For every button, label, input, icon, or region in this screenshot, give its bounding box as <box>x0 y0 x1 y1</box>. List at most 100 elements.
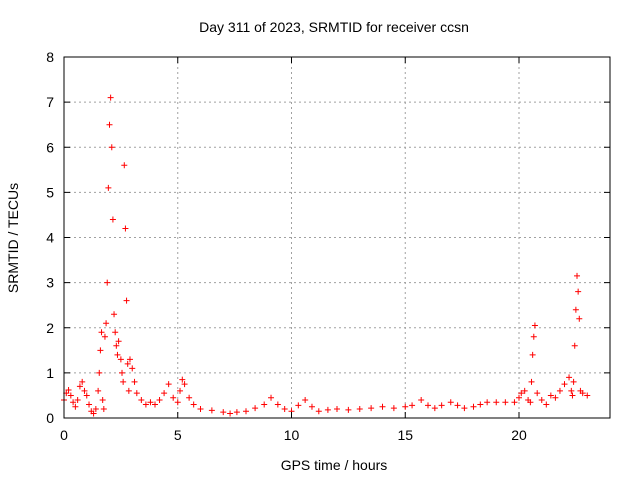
data-point <box>534 390 541 397</box>
data-point <box>96 369 103 376</box>
data-point <box>243 408 249 415</box>
data-point <box>133 390 140 397</box>
data-point <box>418 396 425 403</box>
data-point <box>138 396 145 403</box>
x-tick-label: 10 <box>284 427 300 443</box>
y-tick-label: 5 <box>46 184 54 200</box>
data-point <box>70 399 77 406</box>
grid-lines <box>64 57 610 418</box>
data-point <box>165 381 172 388</box>
data-point <box>569 392 576 399</box>
y-axis-label: SRMTID / TECUs <box>5 183 21 293</box>
data-point <box>561 381 568 388</box>
data-point <box>484 399 491 406</box>
y-tick-label: 4 <box>46 230 54 246</box>
x-axis-label: GPS time / hours <box>281 457 388 473</box>
data-point <box>295 402 302 409</box>
data-point <box>538 396 545 403</box>
data-point <box>531 322 538 329</box>
data-point <box>177 387 184 394</box>
data-point <box>511 399 518 406</box>
data-point <box>174 399 181 406</box>
data-point <box>121 162 128 169</box>
data-point <box>528 378 535 385</box>
data-point <box>566 374 573 381</box>
data-point <box>76 383 83 390</box>
y-tick-label: 7 <box>46 94 54 110</box>
data-point <box>543 401 550 408</box>
data-point <box>572 306 579 313</box>
data-point <box>409 402 416 409</box>
data-point <box>345 406 352 413</box>
x-tick-label: 15 <box>397 427 413 443</box>
data-point <box>117 356 124 363</box>
data-point <box>281 405 288 412</box>
data-point <box>324 406 331 413</box>
data-point <box>518 390 525 397</box>
data-points <box>61 94 591 417</box>
data-point <box>274 401 281 408</box>
data-point <box>108 144 115 151</box>
data-point <box>268 394 275 401</box>
data-point <box>74 396 81 403</box>
data-point <box>502 399 509 406</box>
data-point <box>477 401 484 408</box>
data-point <box>113 342 120 349</box>
data-point <box>190 401 197 408</box>
data-point <box>131 378 138 385</box>
y-tick-label: 2 <box>46 320 54 336</box>
data-point <box>170 394 177 401</box>
data-point <box>147 399 154 406</box>
data-point <box>516 394 522 401</box>
data-point <box>227 410 234 417</box>
data-point <box>368 405 375 412</box>
data-point <box>570 378 577 385</box>
data-point <box>98 329 105 336</box>
data-point <box>233 409 240 416</box>
data-point <box>556 387 563 394</box>
data-point <box>521 387 528 394</box>
data-point <box>104 279 111 286</box>
data-point <box>461 405 468 412</box>
data-point <box>220 409 227 416</box>
data-point <box>334 405 340 412</box>
data-point <box>402 403 409 410</box>
data-point <box>125 387 132 394</box>
data-point <box>493 399 500 406</box>
data-point <box>99 396 106 403</box>
data-point <box>308 403 315 410</box>
data-point <box>584 392 591 399</box>
data-point <box>72 403 79 410</box>
data-point <box>106 121 113 128</box>
data-point <box>90 410 97 417</box>
data-point <box>302 396 309 403</box>
data-point <box>568 387 575 394</box>
data-point <box>119 369 126 376</box>
data-point <box>92 405 99 412</box>
y-tick-label: 3 <box>46 275 54 291</box>
data-point <box>86 401 93 408</box>
data-point <box>115 338 122 345</box>
data-point <box>112 329 119 336</box>
data-point <box>547 392 554 399</box>
data-point <box>129 365 136 372</box>
data-point <box>81 387 88 394</box>
data-point <box>315 408 322 415</box>
data-point <box>83 392 90 399</box>
data-point <box>111 311 118 318</box>
data-point <box>109 216 116 223</box>
data-point <box>552 394 559 401</box>
data-point <box>447 399 454 406</box>
data-point <box>454 402 461 409</box>
data-point <box>197 405 204 412</box>
data-point <box>261 401 268 408</box>
y-tick-label: 8 <box>46 49 54 65</box>
data-point <box>425 402 431 409</box>
data-point <box>431 405 438 412</box>
data-point <box>122 225 129 232</box>
y-tick-label: 0 <box>46 410 54 426</box>
data-point <box>101 333 108 340</box>
